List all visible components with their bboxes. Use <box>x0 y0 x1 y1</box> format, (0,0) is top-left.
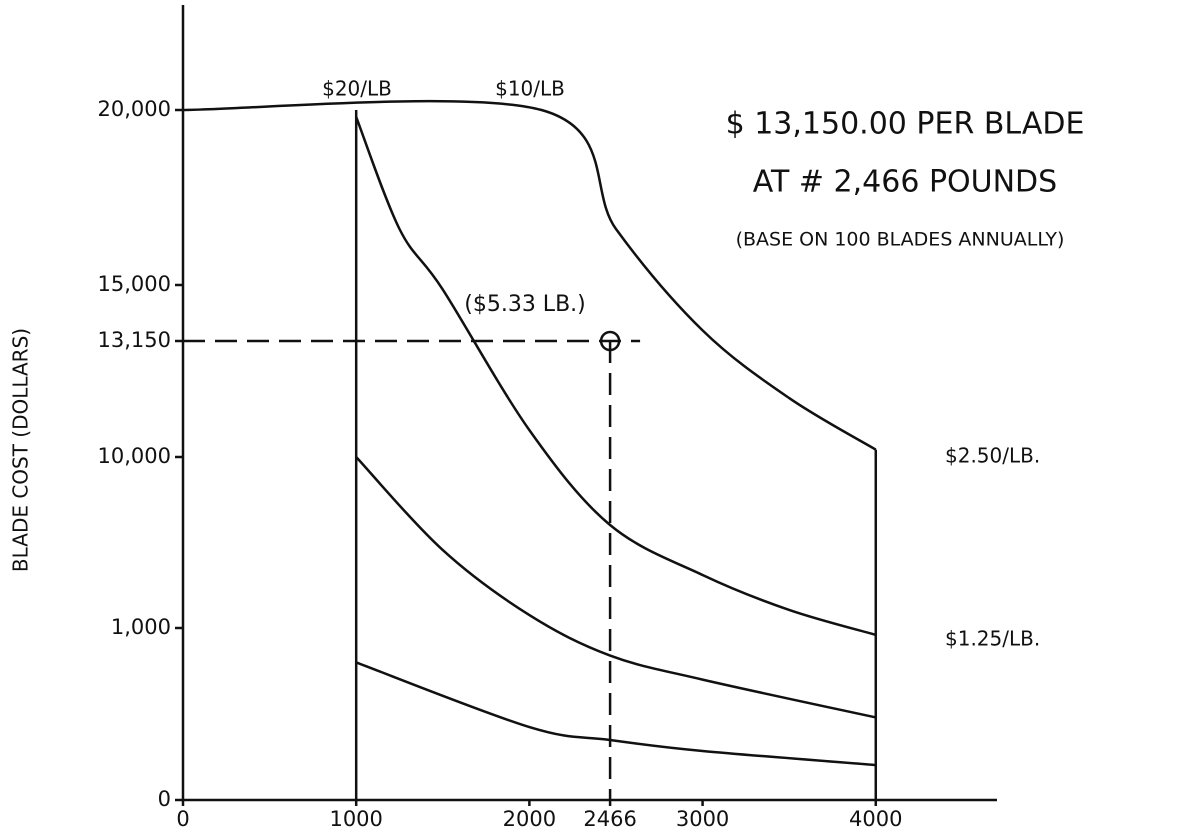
chart-title: $ 13,150.00 PER BLADE <box>726 107 1085 142</box>
curve <box>355 116 877 637</box>
x-tick-label: 4000 <box>849 807 902 831</box>
x-tick-label: 2466 <box>583 807 636 831</box>
curve <box>355 456 877 719</box>
chart-subtitle: AT # 2,466 POUNDS <box>753 165 1057 200</box>
y-tick-label: 10,000 <box>98 444 171 468</box>
x-tick-label: 0 <box>176 807 189 831</box>
chart-note: (BASE ON 100 BLADES ANNUALLY) <box>736 229 1065 251</box>
x-tick-label: 2000 <box>503 807 556 831</box>
y-axis-label: BLADE COST (DOLLARS) <box>9 328 33 572</box>
curve-label: $1.25/LB. <box>945 627 1040 651</box>
curve <box>355 661 876 767</box>
y-tick-label: 20,000 <box>98 97 171 121</box>
curve-label: $20/LB <box>322 77 392 101</box>
y-tick-label: 13,150 <box>98 328 171 352</box>
y-tick-label: 1,000 <box>111 615 171 639</box>
curve <box>182 99 877 451</box>
marker-point <box>599 330 621 352</box>
y-tick-label: 0 <box>158 787 171 811</box>
x-tick-label: 3000 <box>676 807 729 831</box>
curve-label: $2.50/LB. <box>945 444 1040 468</box>
x-tick-label: 1000 <box>329 807 382 831</box>
marker-label: ($5.33 LB.) <box>464 292 585 317</box>
y-tick-label: 15,000 <box>98 272 171 296</box>
curve-label: $10/LB <box>495 77 565 101</box>
